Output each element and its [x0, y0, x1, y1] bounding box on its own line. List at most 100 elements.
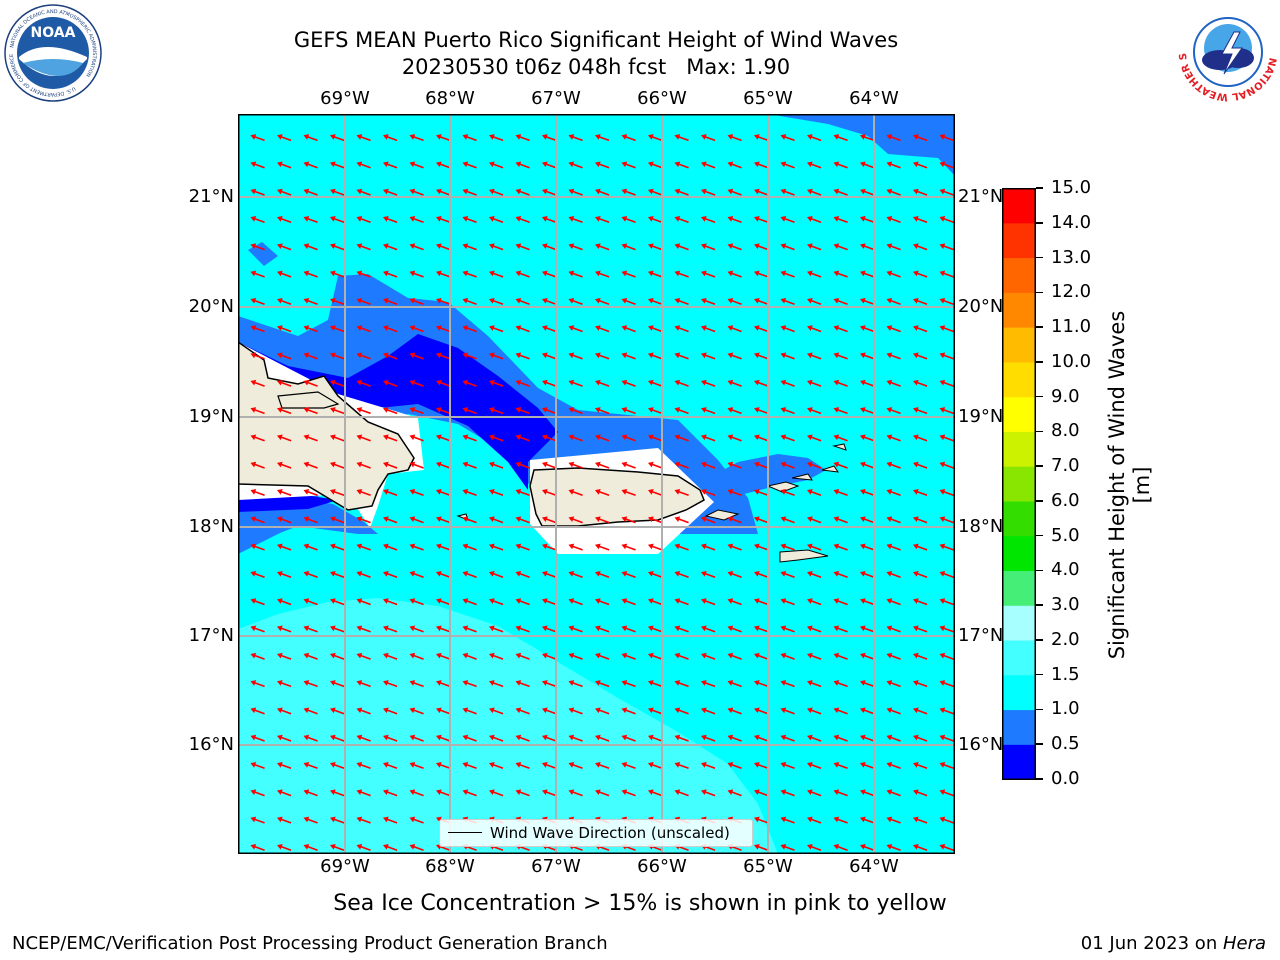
wind-wave-arrow: [780, 789, 795, 797]
lon-label-bottom: 68°W: [425, 856, 475, 877]
wind-wave-arrow: [727, 134, 742, 142]
wind-wave-arrow: [727, 352, 742, 360]
wind-wave-arrow: [303, 352, 318, 360]
wind-wave-arrow: [859, 625, 875, 633]
wind-wave-arrow: [806, 843, 822, 851]
wind-wave-arrow: [859, 379, 875, 387]
wind-wave-arrow: [647, 352, 663, 360]
wind-wave-arrow: [753, 489, 769, 497]
wind-wave-arrow: [303, 762, 318, 770]
wind-wave-arrow: [541, 461, 557, 469]
wind-wave-arrow: [806, 379, 822, 387]
wind-wave-arrow: [276, 762, 292, 770]
wind-wave-arrow: [700, 379, 716, 387]
wind-wave-arrow: [329, 216, 345, 224]
wind-wave-arrow: [382, 570, 398, 578]
land-hispaniola-peninsula: [277, 391, 340, 409]
wind-wave-arrow: [276, 543, 292, 551]
wind-wave-arrow: [780, 216, 795, 224]
wind-wave-arrow: [833, 297, 848, 305]
wind-wave-arrow: [435, 134, 451, 142]
colorbar-tick-label: 0.0: [1051, 768, 1080, 789]
wind-wave-arrow: [541, 789, 557, 797]
wind-wave-arrow: [859, 707, 875, 715]
lon-label-top: 67°W: [531, 88, 581, 109]
wind-wave-arrow: [700, 188, 716, 196]
wind-wave-arrow: [939, 516, 954, 524]
wind-wave-arrow: [462, 707, 477, 715]
wind-wave-arrow: [568, 516, 583, 524]
colorbar-tick-mark: [1036, 673, 1043, 676]
wind-wave-arrow: [568, 570, 583, 578]
wind-wave-arrow: [621, 134, 636, 142]
wind-wave-arrow: [647, 543, 663, 551]
lon-label-bottom: 65°W: [743, 856, 793, 877]
wind-wave-arrow: [753, 598, 769, 606]
lat-label-right: 21°N: [958, 186, 1004, 207]
wind-wave-arrow: [912, 270, 928, 278]
wind-wave-arrow: [409, 434, 424, 442]
colorbar-tick-mark: [1036, 708, 1043, 711]
wind-wave-arrow: [276, 570, 292, 578]
wind-wave-arrow: [912, 516, 928, 524]
wind-wave-arrow: [806, 325, 822, 333]
wind-wave-arrow: [753, 680, 769, 688]
wind-wave-arrow: [621, 297, 636, 305]
wind-wave-arrow: [356, 325, 371, 333]
wind-wave-arrow: [806, 216, 822, 224]
wind-wave-arrow: [833, 161, 848, 169]
wind-wave-arrow: [356, 543, 371, 551]
wind-wave-arrow: [833, 543, 848, 551]
wind-wave-arrow: [435, 461, 451, 469]
colorbar-tick-mark: [1036, 361, 1043, 363]
wind-wave-arrow: [250, 762, 265, 770]
wind-wave-arrow: [700, 516, 716, 524]
colorbar-tick-mark: [1036, 500, 1043, 502]
wind-wave-arrow: [806, 461, 822, 469]
wind-wave-arrow: [462, 680, 477, 688]
wind-wave-arrow: [700, 216, 716, 224]
wind-wave-arrow: [753, 134, 769, 142]
wind-wave-arrow: [939, 707, 954, 715]
wind-wave-arrow: [621, 325, 636, 333]
colorbar-cell: [1002, 396, 1036, 432]
wind-wave-arrow: [780, 161, 795, 169]
wind-wave-arrow: [356, 516, 371, 524]
wind-wave-arrow: [859, 297, 875, 305]
wind-wave-arrow: [806, 407, 822, 415]
wind-wave-arrow: [250, 325, 265, 333]
wind-wave-arrow: [409, 570, 424, 578]
wind-wave-arrow: [435, 270, 451, 278]
colorbar-tick-label: 2.0: [1051, 628, 1080, 650]
wind-wave-arrow: [409, 379, 424, 387]
wind-wave-arrow: [780, 325, 795, 333]
wind-wave-arrow: [859, 816, 875, 824]
wind-wave-arrow: [700, 543, 716, 551]
wind-wave-arrow: [780, 188, 795, 196]
wind-wave-arrow: [515, 379, 530, 387]
wind-wave-arrow: [621, 188, 636, 196]
wind-wave-arrow: [409, 843, 424, 851]
wind-wave-arrow: [700, 243, 716, 251]
lon-label-top: 65°W: [743, 88, 793, 109]
wind-wave-arrow: [859, 489, 875, 497]
lon-label-top: 66°W: [637, 88, 687, 109]
colorbar-tick-label: 0.5: [1051, 733, 1080, 755]
wind-wave-arrow: [886, 243, 901, 251]
chart-subtitle: 20230530 t06z 048h fcst Max: 1.90: [401, 55, 791, 79]
wind-wave-arrow: [382, 516, 398, 524]
wind-wave-arrow: [356, 352, 371, 360]
wind-wave-arrow: [859, 762, 875, 770]
wind-wave-arrow: [541, 352, 557, 360]
colorbar-cell: [1002, 222, 1036, 259]
footer-host: Hera: [1222, 933, 1266, 954]
colorbar-tick-label: 12.0: [1051, 281, 1092, 303]
wind-wave-arrow: [435, 762, 451, 770]
wind-wave-arrow: [621, 625, 636, 633]
wind-wave-arrow: [647, 652, 663, 660]
lat-label-right: 16°N: [958, 734, 1004, 755]
wind-wave-arrow: [647, 516, 663, 524]
wind-wave-arrow: [806, 652, 822, 660]
wind-wave-arrow: [435, 216, 451, 224]
wind-wave-arrow: [515, 188, 530, 196]
